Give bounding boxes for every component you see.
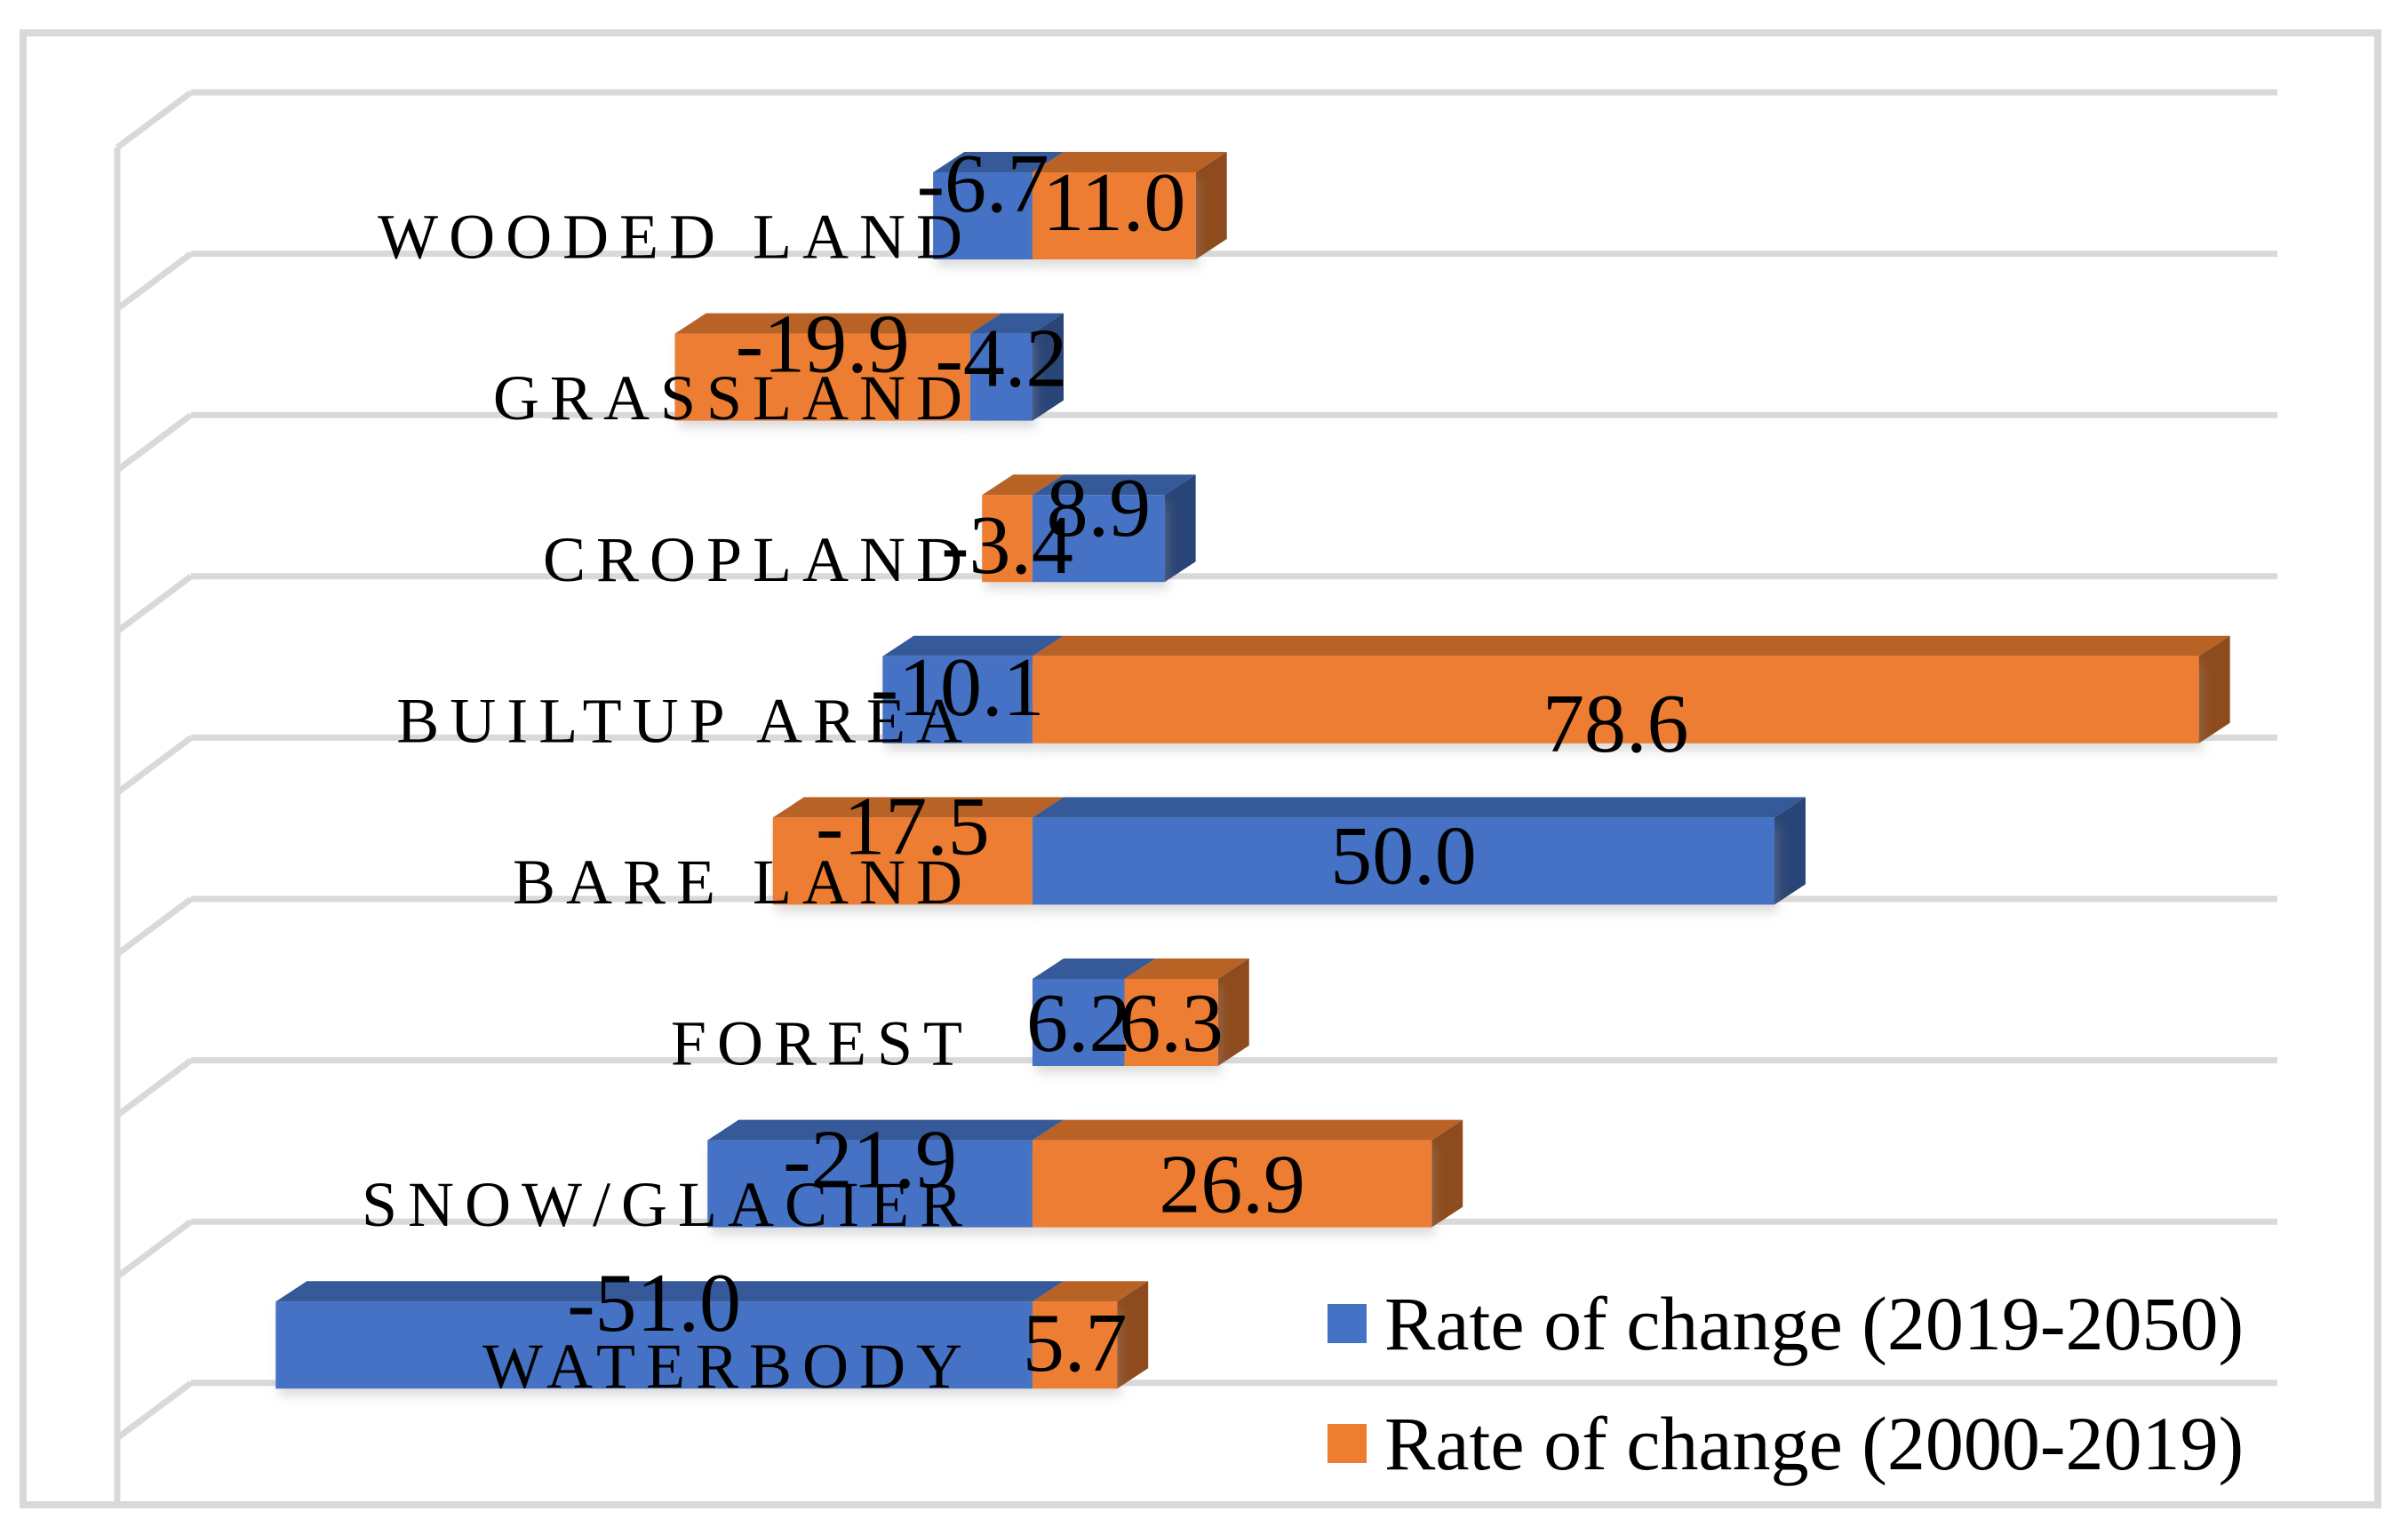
bar-segment — [674, 333, 970, 421]
legend-swatch-2019-2050 — [1328, 1304, 1367, 1343]
gridline-wall-diagonal — [115, 735, 194, 796]
gridline-wall-diagonal — [115, 1219, 194, 1280]
bar-top-face — [1033, 1281, 1149, 1302]
data-label: -10.1 — [871, 641, 1045, 734]
data-label: -21.9 — [783, 1114, 957, 1206]
legend-swatch-2000-2019 — [1328, 1424, 1367, 1463]
bar-row: -6.711.0 WOODED LAND — [378, 138, 1227, 273]
data-label: 8.9 — [1047, 462, 1152, 554]
bar-top-face — [882, 635, 1064, 656]
data-label: 78.6 — [1543, 678, 1689, 770]
bar-top-face — [707, 1119, 1064, 1141]
bar-top-face — [674, 313, 1001, 334]
data-label: 6.3 — [1119, 977, 1224, 1070]
category-label: WOODED LAND — [378, 202, 973, 273]
bar-segment — [1033, 172, 1196, 259]
bar-row: -10.1 78.6 BUILTUP AREA — [396, 635, 2230, 770]
bar-row: 6.26.3 FOREST — [671, 958, 1249, 1079]
gridline-wall-diagonal — [115, 251, 194, 312]
bar-top-face — [1033, 1119, 1463, 1141]
bar-segment — [1033, 656, 2199, 744]
bar-segment — [1033, 495, 1165, 583]
category-label: SNOW/GLACIER — [362, 1169, 973, 1240]
category-label: WATERBODY — [482, 1331, 973, 1402]
bar-segment — [1033, 1301, 1118, 1389]
bar-top-face — [275, 1281, 1064, 1302]
bar-row: -21.9 26.9 SNOW/GLACIER — [362, 1114, 1463, 1240]
bar-top-face — [933, 152, 1064, 172]
bar-side-face — [1217, 958, 1249, 1066]
bar-segment — [1033, 1140, 1432, 1228]
bar-top-face — [1033, 635, 2230, 656]
legend-label: Rate of change (2019-2050) — [1384, 1281, 2244, 1366]
gridline-wall-diagonal — [115, 573, 194, 634]
bar-side-face — [1195, 152, 1227, 259]
bar-side-face — [1774, 797, 1806, 905]
data-label: 26.9 — [1159, 1139, 1305, 1231]
bar-top-face — [1033, 797, 1806, 818]
bar-row: -3.48.9 CROPLAND — [543, 462, 1196, 595]
gridline-wall-diagonal — [115, 412, 194, 473]
bar-segment — [1124, 979, 1218, 1066]
bar-side-face — [1431, 1119, 1463, 1228]
category-label: FOREST — [671, 1008, 973, 1079]
bar-segment — [1033, 817, 1774, 905]
legend-label: Rate of change (2000-2019) — [1384, 1401, 2244, 1486]
bar-top-face — [982, 474, 1064, 496]
category-label: BUILTUP AREA — [396, 685, 973, 756]
bar-segment — [969, 333, 1033, 421]
data-label: -6.7 — [917, 138, 1049, 230]
bar-segment — [882, 656, 1033, 744]
bar-segment — [1033, 979, 1125, 1066]
gridline-wall-diagonal — [115, 1380, 194, 1441]
bar-row: -51.0 5.7 WATERBODY — [275, 1257, 1149, 1402]
bar-top-face — [1033, 152, 1227, 172]
gridline-wall-diagonal — [115, 90, 194, 150]
data-label: -19.9 — [736, 298, 910, 391]
data-label: 11.0 — [1042, 156, 1185, 249]
bar-segment — [707, 1140, 1033, 1228]
data-label: 6.2 — [1026, 977, 1131, 1070]
data-label: 50.0 — [1330, 809, 1477, 902]
bar-top-face — [1033, 958, 1156, 979]
bar-row: -17.5 50.0 BARE LAND — [513, 780, 1806, 918]
bar-top-face — [772, 797, 1064, 818]
bar-side-face — [2198, 635, 2230, 744]
data-label: 5.7 — [1023, 1297, 1128, 1389]
bar-segment — [275, 1301, 1033, 1389]
category-label: BARE LAND — [513, 847, 973, 918]
chart-border — [20, 29, 2381, 1508]
gridline-wall-diagonal — [115, 1057, 194, 1118]
gridline-wall-diagonal — [115, 896, 194, 957]
bar-side-face — [1117, 1281, 1149, 1389]
bar-side-face — [1033, 313, 1064, 421]
bar-top-face — [1124, 958, 1249, 979]
data-label: -51.0 — [567, 1257, 741, 1349]
bar-segment — [772, 817, 1033, 905]
data-label: -3.4 — [941, 499, 1073, 592]
bar-top-face — [1033, 474, 1196, 496]
data-label: -4.2 — [936, 313, 1068, 405]
bar-top-face — [969, 313, 1064, 334]
category-label: CROPLAND — [543, 524, 973, 595]
category-label: GRASSLAND — [493, 362, 973, 433]
bar-segment — [933, 172, 1033, 259]
bar-side-face — [1164, 474, 1196, 583]
data-label: -17.5 — [816, 780, 990, 872]
bar-segment — [982, 495, 1033, 583]
